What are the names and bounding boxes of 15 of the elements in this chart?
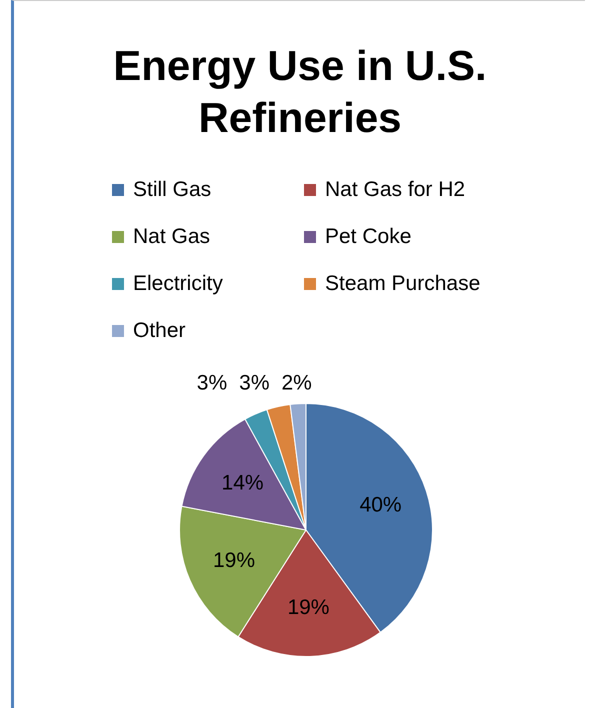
data-label: 3% bbox=[196, 371, 228, 394]
data-label: 2% bbox=[281, 371, 312, 394]
legend-label: Nat Gas bbox=[133, 225, 210, 249]
legend-label: Steam Purchase bbox=[325, 272, 480, 296]
legend-label: Still Gas bbox=[133, 178, 212, 202]
data-label: 19% bbox=[287, 596, 330, 620]
data-label: 40% bbox=[360, 494, 402, 517]
legend-label: Electricity bbox=[133, 272, 223, 296]
chart-title: Energy Use in U.S. Refineries bbox=[112, 41, 488, 143]
legend-label: Nat Gas for H2 bbox=[325, 178, 466, 202]
legend-label: Other bbox=[133, 319, 186, 343]
data-label: 3% bbox=[239, 371, 270, 394]
data-label: 19% bbox=[213, 548, 256, 572]
legend-label: Pet Coke bbox=[325, 225, 412, 249]
data-label: 14% bbox=[222, 472, 264, 495]
